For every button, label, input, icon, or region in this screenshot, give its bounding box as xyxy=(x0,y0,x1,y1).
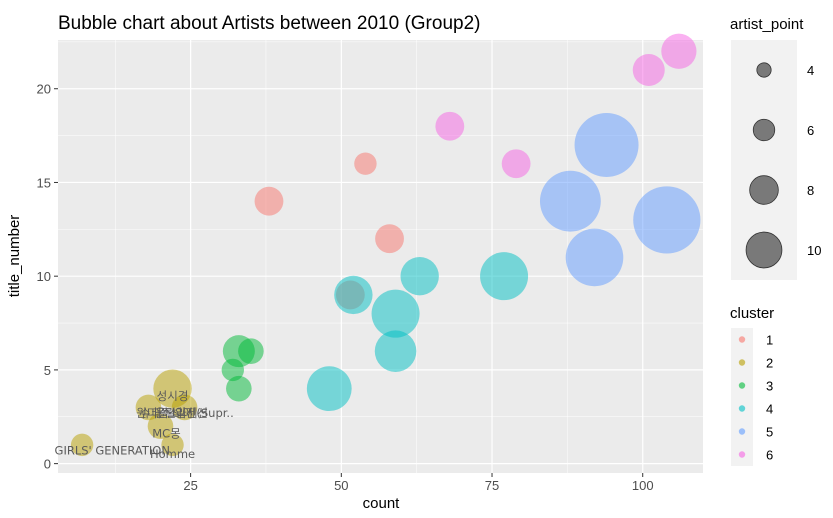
bubble-point xyxy=(632,53,665,86)
color-legend-label: 1 xyxy=(766,333,773,348)
size-legend-label: 8 xyxy=(807,183,814,198)
size-legend-bubble xyxy=(749,175,779,205)
bubble-point xyxy=(135,394,162,421)
y-tick-label: 15 xyxy=(37,175,51,190)
color-legend-title: cluster xyxy=(730,305,774,322)
bubble-annotation: 원더걸스 xyxy=(136,406,178,420)
color-legend-dot xyxy=(738,451,746,458)
bubble-annotation: 슈퍼주니어 xyxy=(140,406,193,420)
color-legend: cluster 1 2 3 4 5 6 xyxy=(730,305,774,466)
y-axis-ticks: 0 5 10 15 20 xyxy=(37,82,58,472)
size-legend-bubble xyxy=(752,118,776,142)
size-legend-label: 10 xyxy=(807,243,821,258)
y-tick-label: 0 xyxy=(44,457,51,472)
x-axis-ticks: 25 50 75 100 xyxy=(183,473,654,493)
size-legend-bubble xyxy=(756,62,772,78)
bubble-point xyxy=(501,149,531,179)
color-legend-label: 4 xyxy=(766,402,773,417)
bubble-point xyxy=(371,289,420,338)
bubble-point xyxy=(254,186,284,216)
size-legend-title: artist_point xyxy=(730,16,804,33)
bubble-point xyxy=(374,330,417,372)
bubble-point xyxy=(480,252,529,301)
bubble-point xyxy=(238,338,264,364)
bubble-annotation: 울랄라세션 xyxy=(155,406,208,420)
bubble-point xyxy=(574,112,639,177)
bubble-point xyxy=(161,433,184,457)
color-legend-label: 2 xyxy=(766,356,773,371)
y-tick-label: 20 xyxy=(37,82,51,97)
bubble-annotation: GIRLS' GENERATION xyxy=(55,443,170,457)
bubble-point xyxy=(171,394,198,421)
color-legend-dot xyxy=(738,336,746,343)
color-legend-label: 5 xyxy=(766,425,773,440)
y-axis-label: title_number xyxy=(6,215,23,298)
x-tick-label: 50 xyxy=(334,478,348,493)
color-legend-dot xyxy=(738,359,746,366)
color-legend-label: 6 xyxy=(766,448,773,463)
bubble-point xyxy=(354,152,377,175)
y-tick-label: 10 xyxy=(37,269,51,284)
bubble-point xyxy=(226,375,252,402)
bubble-point xyxy=(70,433,94,457)
size-legend-bubble xyxy=(745,231,783,269)
bubble-annotation: MC몽 xyxy=(152,426,181,440)
bubble-annotation: 성시경 xyxy=(157,389,189,403)
bubble-point xyxy=(221,358,245,382)
x-axis-label: count xyxy=(363,495,401,512)
bubble-point xyxy=(334,275,373,315)
size-legend: artist_point 4 6 8 10 xyxy=(730,16,821,280)
color-legend-label: 3 xyxy=(766,379,773,394)
bubble-point xyxy=(375,224,404,254)
bubble-point xyxy=(147,413,174,439)
chart-title: Bubble chart about Artists between 2010 … xyxy=(58,13,480,34)
color-legend-dot xyxy=(738,382,746,389)
bubble-point xyxy=(565,228,624,287)
bubble-point xyxy=(633,186,701,254)
color-legend-dot xyxy=(738,405,746,412)
bubble-point xyxy=(400,256,439,296)
y-tick-label: 5 xyxy=(44,363,51,378)
x-tick-label: 25 xyxy=(183,478,197,493)
size-legend-label: 4 xyxy=(807,63,814,78)
bubbles xyxy=(70,33,701,457)
x-tick-label: 100 xyxy=(632,478,654,493)
bubble-point xyxy=(435,111,465,141)
color-legend-dot xyxy=(738,428,746,435)
bubble-annotation: 일진(Supr.. xyxy=(175,406,234,420)
bubble-point xyxy=(306,366,352,412)
size-legend-label: 6 xyxy=(807,123,814,138)
bubble-point xyxy=(661,33,697,69)
bubble-point xyxy=(539,170,601,232)
bubble-annotation: Homme xyxy=(150,447,195,461)
x-tick-label: 75 xyxy=(485,478,499,493)
